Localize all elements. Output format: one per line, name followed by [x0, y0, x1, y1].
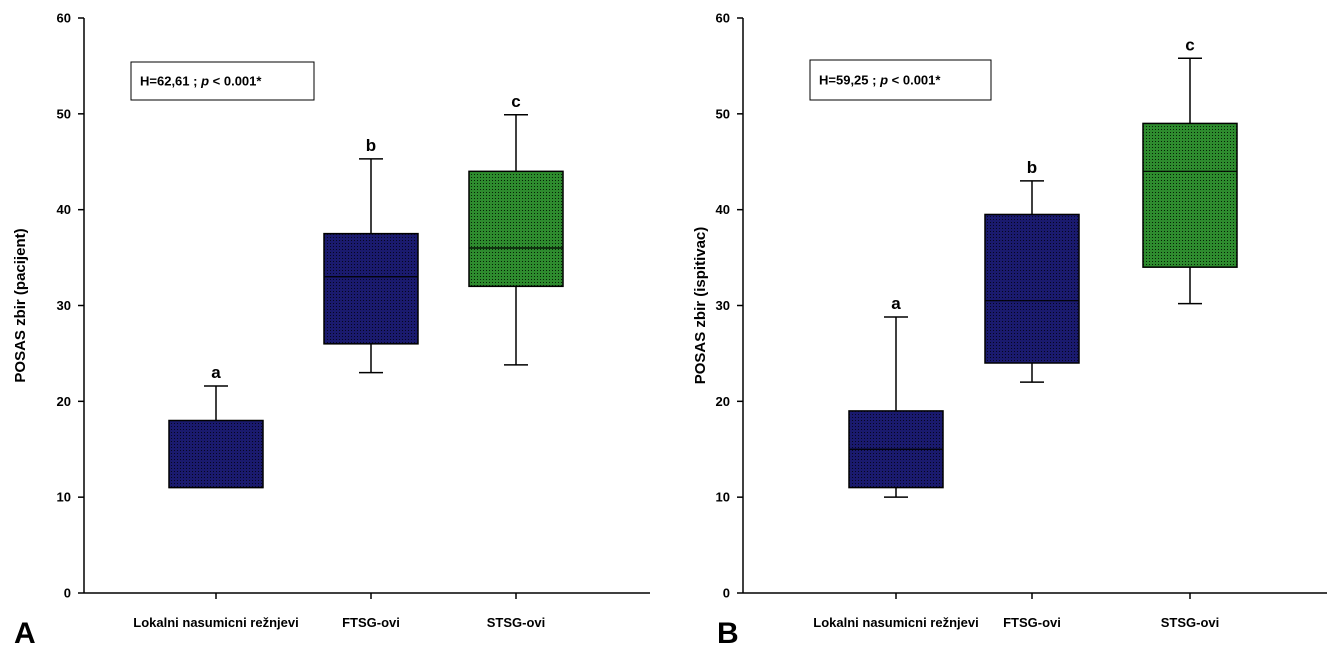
stat-text-threshold: < 0.001* — [888, 73, 941, 88]
x-tick-label: STSG-ovi — [1161, 615, 1220, 630]
box-iqr — [323, 232, 419, 345]
x-tick-label: STSG-ovi — [487, 615, 546, 630]
x-tick-label: Lokalni nasumicni režnjevi — [813, 615, 978, 630]
significance-letter: a — [891, 294, 901, 313]
panel-letter: A — [14, 617, 36, 650]
y-tick-label: 40 — [716, 202, 730, 217]
box-iqr — [984, 213, 1080, 364]
x-tick-label: FTSG-ovi — [342, 615, 400, 630]
y-tick-label: 0 — [723, 586, 730, 601]
y-tick-label: 60 — [57, 11, 71, 26]
y-tick-label: 50 — [716, 106, 730, 121]
box-iqr — [168, 419, 264, 489]
stat-text-h: H=59,25 ; — [819, 73, 880, 88]
stat-box — [809, 59, 992, 101]
y-tick-label: 0 — [64, 586, 71, 601]
y-axis-title: POSAS zbir (ispitivac) — [692, 227, 709, 385]
significance-letter: c — [511, 92, 520, 111]
box-iqr — [468, 170, 564, 288]
significance-letter: b — [1027, 158, 1037, 177]
chart-panel-b: 0 10 20 30 40 50 60 Lokalni nasumicni režnjevi F… — [692, 11, 1327, 650]
stat-text-threshold: < 0.001* — [209, 74, 262, 89]
stat-box — [130, 61, 315, 101]
stat-text-h: H=62,61 ; — [140, 74, 201, 89]
chart-panel-a: 0 10 20 30 40 50 60 Lokalni nasumicni režnjevi F… — [12, 11, 650, 650]
y-tick-label: 20 — [57, 394, 71, 409]
stat-text: H=62,61 ; p < 0.001* — [140, 74, 262, 89]
y-tick-label: 30 — [716, 298, 730, 313]
significance-letter: c — [1185, 35, 1194, 54]
stat-text: H=59,25 ; p < 0.001* — [819, 73, 941, 88]
y-tick-label: 20 — [716, 394, 730, 409]
y-tick-label: 10 — [57, 490, 71, 505]
y-tick-label: 40 — [57, 202, 71, 217]
y-tick-label: 30 — [57, 298, 71, 313]
stat-text-p: p — [200, 74, 209, 89]
stat-text-p: p — [879, 73, 888, 88]
significance-letter: a — [211, 363, 221, 382]
y-tick-label: 10 — [716, 490, 730, 505]
panel-letter: B — [717, 617, 739, 650]
significance-letter: b — [366, 136, 376, 155]
x-tick-label: FTSG-ovi — [1003, 615, 1061, 630]
y-tick-label: 60 — [716, 11, 730, 26]
x-tick-label: Lokalni nasumicni režnjevi — [133, 615, 298, 630]
y-tick-label: 50 — [57, 106, 71, 121]
y-axis-title: POSAS zbir (pacijent) — [12, 228, 29, 382]
box-iqr — [1142, 122, 1238, 268]
